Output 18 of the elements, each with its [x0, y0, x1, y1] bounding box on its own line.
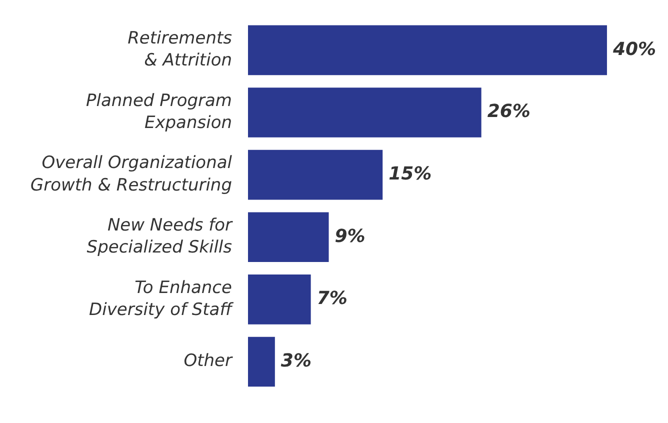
bar [248, 150, 383, 200]
data-label: 15% [388, 163, 432, 184]
bar [248, 25, 607, 76]
y-tick-label: New Needs for Specialized Skills [86, 216, 234, 258]
bar [248, 88, 482, 138]
y-tick-label: Retirements & Attrition [128, 28, 232, 71]
y-tick-label: Planned Program Expansion [86, 90, 232, 133]
y-tick-label: Other [184, 351, 233, 372]
y-tick-label: To Enhance Diversity of Staff [89, 278, 234, 320]
data-label: 9% [334, 226, 366, 247]
bar [248, 212, 329, 262]
data-label: 7% [316, 288, 348, 310]
bar [248, 274, 311, 324]
bar [248, 336, 275, 387]
y-tick-label: Overall Organizational Growth & Restructuring [30, 153, 232, 196]
data-label: 40% [612, 38, 656, 60]
data-label: 3% [280, 350, 312, 372]
data-label: 26% [487, 101, 530, 122]
